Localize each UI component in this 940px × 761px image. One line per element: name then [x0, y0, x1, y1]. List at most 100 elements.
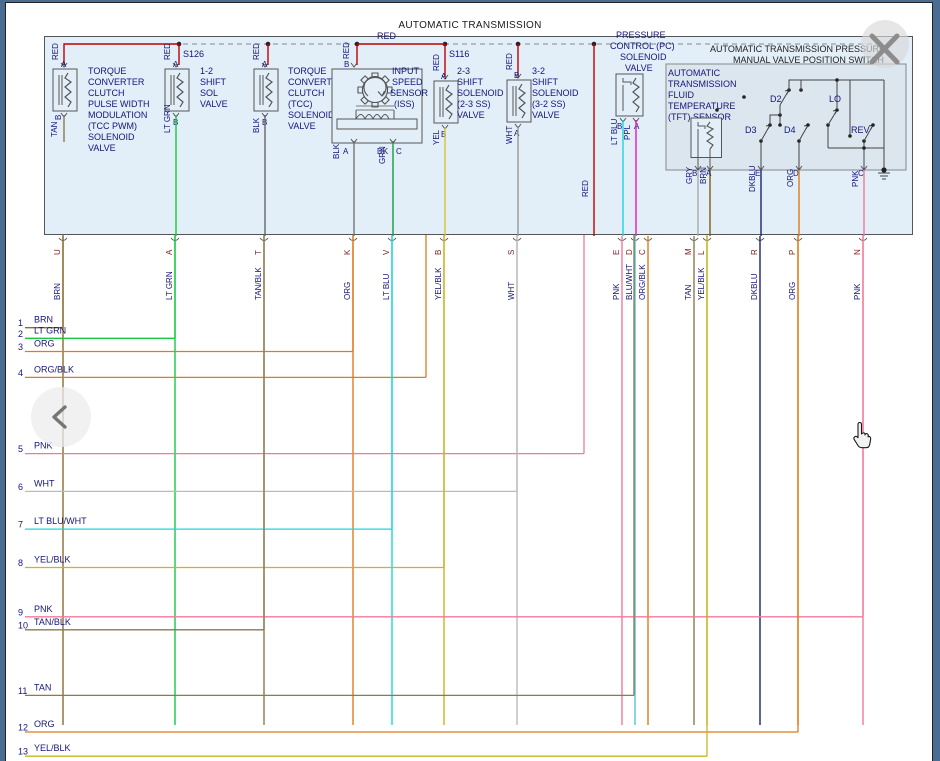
svg-text:3-2: 3-2: [532, 66, 545, 76]
svg-text:WHT: WHT: [34, 478, 55, 488]
svg-text:VALVE: VALVE: [88, 143, 116, 153]
svg-text:DKBLU: DKBLU: [750, 273, 759, 300]
svg-text:5: 5: [18, 444, 23, 454]
svg-text:S126: S126: [183, 49, 204, 59]
svg-text:RED: RED: [377, 31, 397, 41]
svg-text:SOLENOID: SOLENOID: [457, 88, 504, 98]
svg-text:GRN: GRN: [378, 146, 387, 164]
svg-text:6: 6: [18, 482, 23, 492]
svg-text:D: D: [625, 249, 634, 255]
svg-text:2-3: 2-3: [457, 66, 470, 76]
svg-text:PNK: PNK: [851, 170, 860, 187]
svg-text:TAN/BLK: TAN/BLK: [254, 267, 263, 300]
svg-text:VALVE: VALVE: [457, 110, 485, 120]
svg-text:B: B: [54, 115, 63, 120]
svg-text:A: A: [173, 60, 179, 69]
svg-text:PULSE WIDTH: PULSE WIDTH: [88, 99, 150, 109]
svg-text:RED: RED: [163, 43, 172, 60]
svg-text:SPEED: SPEED: [392, 77, 423, 87]
svg-text:SOL: SOL: [200, 88, 218, 98]
svg-text:(TCC): (TCC): [288, 99, 313, 109]
svg-text:RED: RED: [505, 53, 514, 70]
svg-text:LT BLU: LT BLU: [610, 118, 619, 145]
svg-text:SHIFT: SHIFT: [532, 77, 559, 87]
svg-text:A: A: [634, 122, 640, 131]
svg-text:U: U: [53, 249, 62, 255]
svg-text:(ISS): (ISS): [394, 99, 415, 109]
svg-text:SOLENOID: SOLENOID: [532, 88, 579, 98]
svg-text:SOLENOID: SOLENOID: [288, 110, 335, 120]
svg-text:S: S: [507, 250, 516, 255]
svg-text:SOLENOID: SOLENOID: [620, 52, 667, 62]
svg-text:WHT: WHT: [507, 282, 516, 300]
svg-text:B: B: [692, 169, 697, 178]
svg-text:SHIFT: SHIFT: [457, 77, 484, 87]
svg-text:A: A: [343, 147, 349, 156]
svg-text:ORG: ORG: [786, 169, 795, 187]
svg-text:LT GRN: LT GRN: [34, 325, 66, 335]
svg-text:P: P: [788, 250, 797, 255]
svg-text:CLUTCH: CLUTCH: [288, 88, 325, 98]
svg-text:V: V: [382, 249, 391, 255]
svg-text:TEMPERATURE: TEMPERATURE: [668, 101, 735, 111]
svg-text:SHIFT: SHIFT: [200, 77, 227, 87]
svg-text:FLUID: FLUID: [668, 90, 695, 100]
svg-text:1-2: 1-2: [200, 66, 213, 76]
svg-text:BRN: BRN: [53, 283, 62, 300]
svg-text:INPUT: INPUT: [392, 66, 420, 76]
svg-text:LT GRN: LT GRN: [165, 271, 174, 300]
svg-text:ORG: ORG: [788, 282, 797, 300]
svg-text:TORQUE: TORQUE: [88, 66, 126, 76]
svg-text:PNK: PNK: [34, 604, 53, 614]
svg-text:ORG/BLK: ORG/BLK: [638, 264, 647, 300]
svg-text:REV: REV: [851, 125, 870, 135]
svg-text:RED: RED: [252, 43, 261, 60]
svg-text:ORG/BLK: ORG/BLK: [34, 364, 74, 374]
svg-text:D2: D2: [770, 94, 782, 104]
svg-text:PNK: PNK: [853, 283, 862, 300]
svg-text:YEL/BLK: YEL/BLK: [697, 267, 706, 300]
svg-text:1: 1: [18, 318, 23, 328]
svg-text:MODULATION: MODULATION: [88, 110, 147, 120]
svg-text:13: 13: [18, 747, 28, 757]
svg-text:RED: RED: [432, 54, 441, 71]
svg-text:B: B: [344, 60, 349, 69]
svg-text:CONTROL (PC): CONTROL (PC): [610, 41, 675, 51]
svg-text:TRANSMISSION: TRANSMISSION: [668, 79, 737, 89]
svg-text:B: B: [514, 71, 519, 80]
svg-text:LT GRN: LT GRN: [163, 104, 172, 133]
svg-text:TAN: TAN: [50, 121, 59, 137]
svg-text:PPL: PPL: [623, 124, 632, 140]
svg-text:N: N: [853, 249, 862, 255]
svg-text:WHT: WHT: [505, 126, 514, 144]
svg-text:ORG: ORG: [34, 339, 55, 349]
svg-text:D4: D4: [784, 125, 796, 135]
svg-text:AUTOMATIC: AUTOMATIC: [668, 68, 721, 78]
svg-text:2: 2: [18, 329, 23, 339]
svg-text:A: A: [165, 249, 174, 255]
svg-text:A: A: [441, 72, 447, 81]
svg-text:9: 9: [18, 607, 23, 617]
svg-text:VALVE: VALVE: [288, 121, 316, 131]
svg-text:A: A: [262, 60, 268, 69]
svg-text:D3: D3: [745, 125, 757, 135]
svg-text:4: 4: [18, 368, 23, 378]
svg-text:A: A: [706, 169, 712, 178]
svg-text:M: M: [684, 248, 693, 255]
svg-text:C: C: [396, 147, 402, 156]
svg-text:BLK: BLK: [332, 143, 341, 159]
svg-text:(2-3 SS): (2-3 SS): [457, 99, 491, 109]
svg-text:CLUTCH: CLUTCH: [88, 88, 125, 98]
svg-text:LO: LO: [829, 94, 841, 104]
svg-text:YEL/BLK: YEL/BLK: [34, 555, 71, 565]
svg-text:CONVERTER: CONVERTER: [88, 77, 145, 87]
svg-text:LT BLU/WHT: LT BLU/WHT: [34, 516, 87, 526]
svg-text:R: R: [750, 249, 759, 255]
svg-text:B: B: [434, 250, 443, 255]
svg-text:S116: S116: [449, 49, 469, 59]
svg-text:ORG: ORG: [343, 282, 352, 300]
svg-text:12: 12: [18, 723, 28, 733]
svg-text:10: 10: [18, 620, 28, 630]
svg-text:TAN/BLK: TAN/BLK: [34, 617, 71, 627]
svg-text:(TCC PWM): (TCC PWM): [88, 121, 137, 131]
